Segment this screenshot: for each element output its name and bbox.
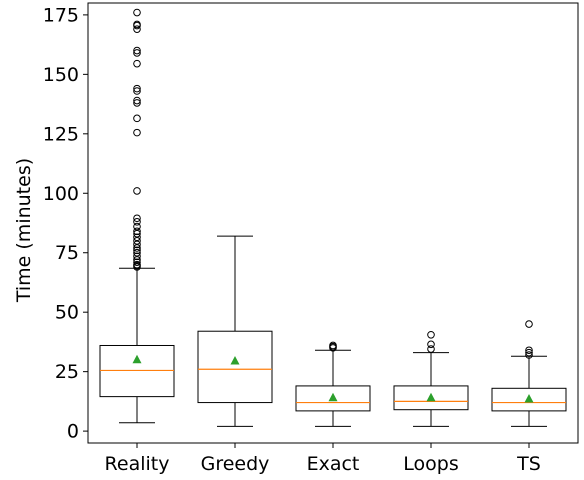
outlier-point xyxy=(427,330,435,339)
box-iqr xyxy=(393,385,469,411)
plot-area xyxy=(87,2,579,444)
outlier-point xyxy=(133,222,141,231)
outlier-point xyxy=(133,59,141,68)
x-tick-label: Exact xyxy=(307,453,360,475)
outlier-point xyxy=(133,49,141,57)
mean-marker xyxy=(524,394,534,403)
outlier-point xyxy=(133,248,141,257)
y-tick-label: 75 xyxy=(55,242,79,264)
outlier-point xyxy=(133,252,141,261)
outlier-point xyxy=(133,8,141,17)
box-group xyxy=(491,320,567,427)
outlier-point xyxy=(133,96,141,105)
outlier-point xyxy=(133,227,141,236)
outlier-point xyxy=(133,244,141,252)
outlier-point xyxy=(133,84,141,93)
outlier-point xyxy=(133,114,141,123)
mean-marker xyxy=(230,355,240,365)
box-group xyxy=(295,341,371,427)
outlier-point xyxy=(133,187,141,195)
outlier-point xyxy=(133,237,141,245)
outlier-point xyxy=(133,25,141,33)
box-iqr xyxy=(197,330,273,404)
y-tick-label: 0 xyxy=(67,421,79,443)
outlier-point xyxy=(133,99,141,107)
outlier-point xyxy=(133,246,141,255)
outlier-point xyxy=(133,128,141,137)
y-tick-label: 125 xyxy=(43,123,79,145)
box-group xyxy=(99,8,175,424)
outlier-point xyxy=(427,340,435,349)
outlier-point xyxy=(133,240,141,249)
mean-marker xyxy=(328,392,338,402)
outlier-point xyxy=(427,345,435,353)
outlier-point xyxy=(133,229,141,238)
box-iqr xyxy=(295,385,371,412)
x-tick-label: Greedy xyxy=(201,453,270,475)
outlier-point xyxy=(525,348,533,357)
outlier-point xyxy=(525,351,533,359)
box-iqr xyxy=(491,387,567,412)
outlier-point xyxy=(133,218,141,226)
box-group xyxy=(393,330,469,427)
y-tick-label: 175 xyxy=(43,4,79,26)
y-axis-label: Time (minutes) xyxy=(13,158,35,303)
outlier-point xyxy=(133,256,141,264)
outlier-point xyxy=(133,258,141,267)
outlier-point xyxy=(329,341,337,350)
outlier-point xyxy=(133,46,141,55)
outlier-point xyxy=(133,260,141,269)
outlier-point xyxy=(525,320,533,328)
x-axis: Reality Greedy Exact Loops TS xyxy=(105,443,541,475)
y-tick-label: 50 xyxy=(55,302,79,324)
y-tick-label: 100 xyxy=(43,183,79,205)
x-tick-label: TS xyxy=(516,453,541,475)
outlier-point xyxy=(525,346,533,355)
y-tick-label: 150 xyxy=(43,64,79,86)
mean-marker xyxy=(426,392,436,402)
x-tick-label: Reality xyxy=(105,453,170,475)
y-tick-label: 25 xyxy=(55,361,79,383)
outlier-point xyxy=(133,233,141,242)
outlier-point xyxy=(133,87,141,95)
outlier-point xyxy=(133,20,141,29)
outlier-point xyxy=(133,214,141,223)
box-group xyxy=(197,235,273,427)
y-axis: 0 25 50 75 100 125 150 175 xyxy=(43,4,88,443)
x-tick-label: Loops xyxy=(403,453,458,475)
mean-marker xyxy=(132,354,142,364)
